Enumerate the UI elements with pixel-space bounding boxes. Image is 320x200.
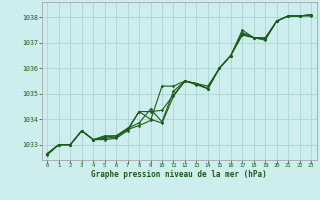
X-axis label: Graphe pression niveau de la mer (hPa): Graphe pression niveau de la mer (hPa) — [91, 170, 267, 179]
